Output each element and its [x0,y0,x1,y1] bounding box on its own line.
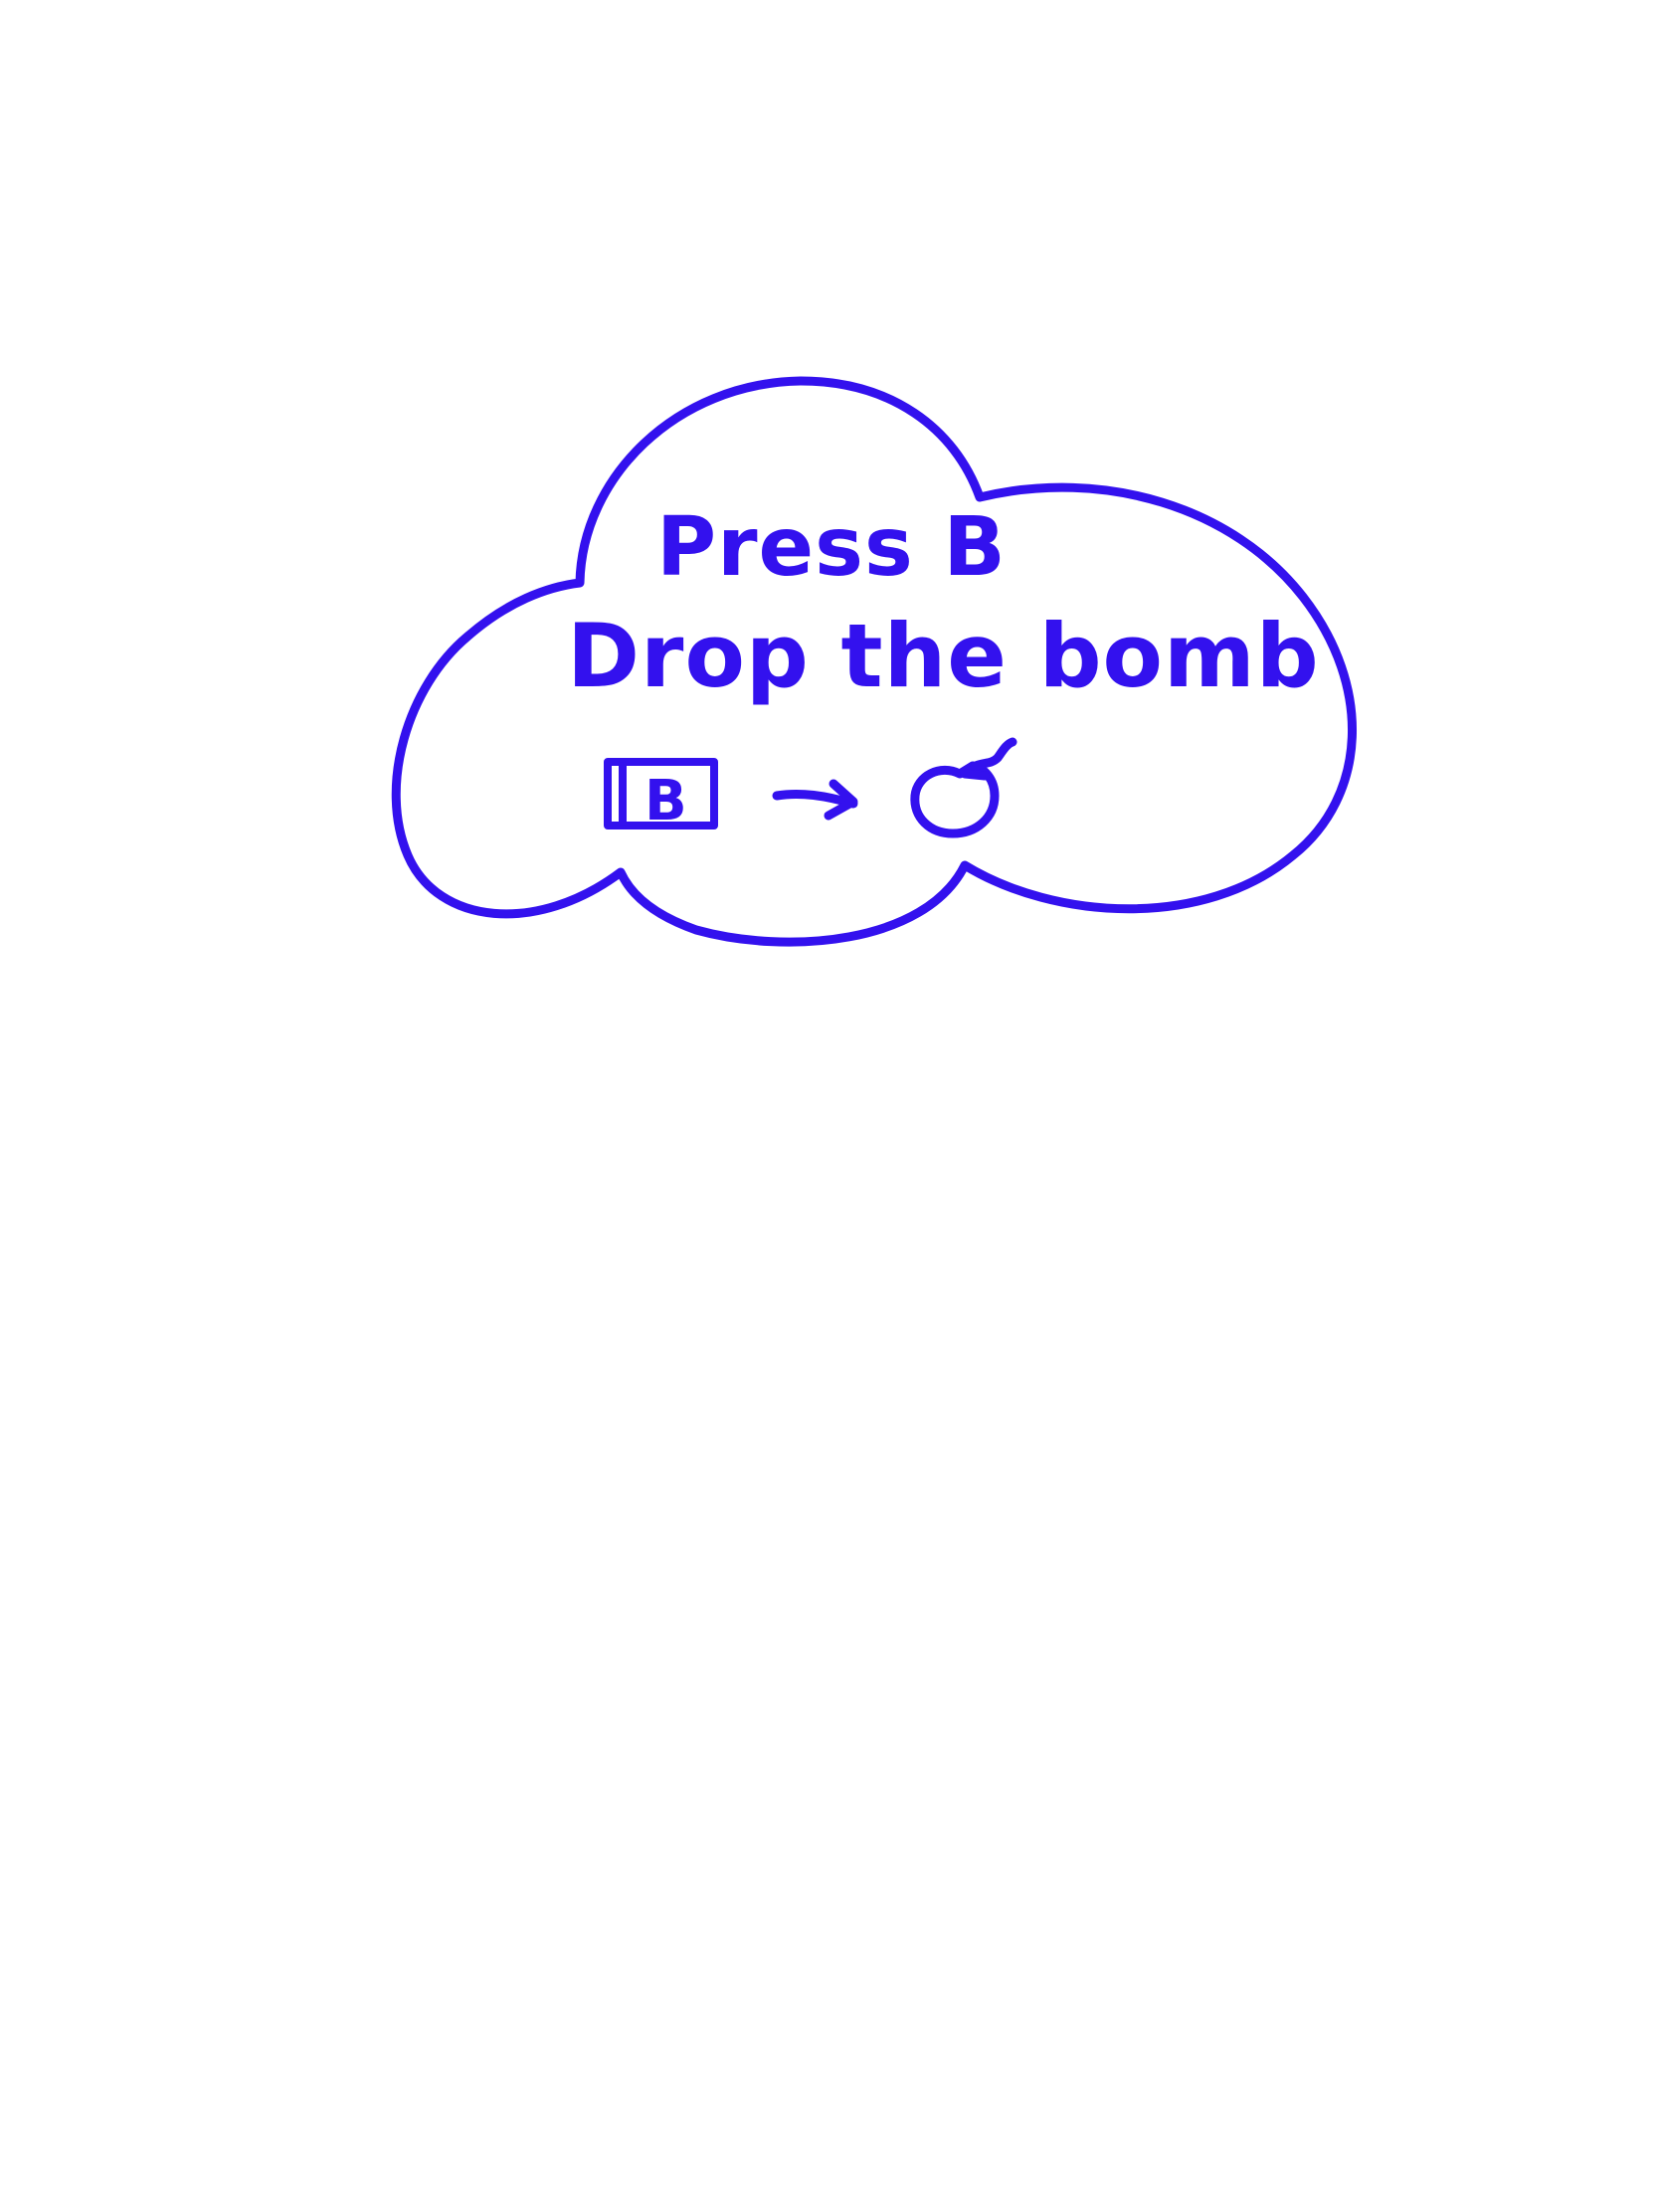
arrow-right-icon [772,779,858,821]
note-line-1: Press B [656,500,1007,595]
key-box [604,758,718,830]
key-label: B [645,769,687,833]
bomb-icon [910,737,1017,838]
cloud-outline [391,376,1357,947]
note-line-2: Drop the bomb [567,605,1320,707]
